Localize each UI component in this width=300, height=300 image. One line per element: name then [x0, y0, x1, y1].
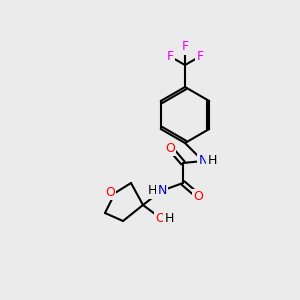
Text: N: N: [198, 154, 208, 167]
Text: H: H: [164, 212, 174, 224]
Text: N: N: [157, 184, 167, 197]
Text: O: O: [193, 190, 203, 202]
Text: F: F: [196, 50, 204, 64]
Text: F: F: [167, 50, 174, 64]
Text: O: O: [105, 185, 115, 199]
Text: H: H: [147, 184, 157, 197]
Text: O: O: [165, 142, 175, 154]
Text: H: H: [207, 154, 217, 167]
Text: F: F: [182, 40, 189, 53]
Text: O: O: [155, 212, 165, 224]
